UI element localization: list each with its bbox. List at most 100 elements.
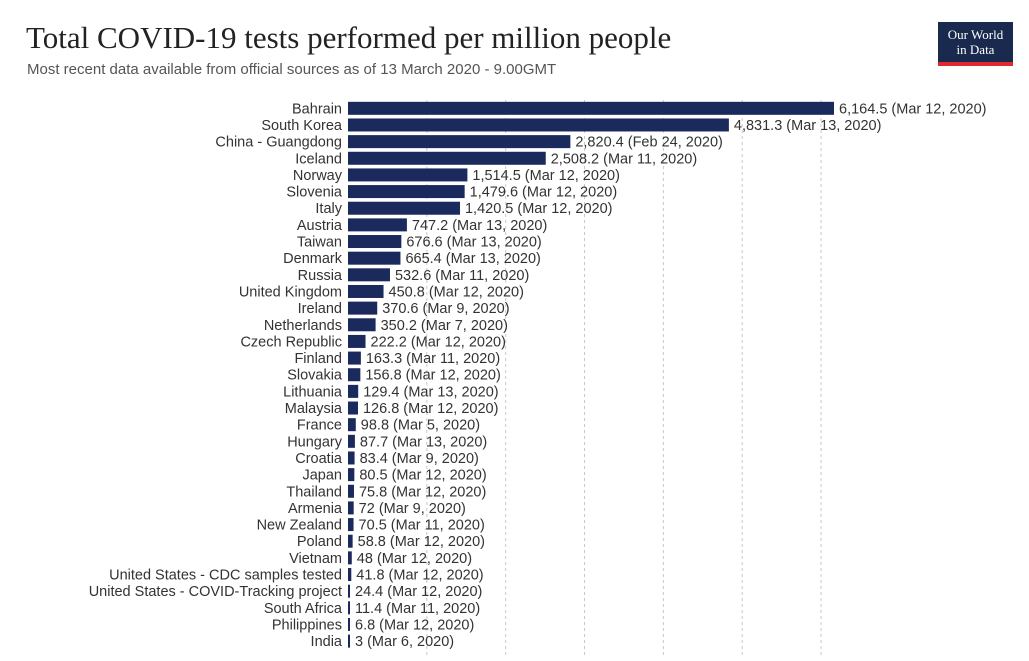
- category-label: South Korea: [261, 118, 343, 134]
- value-label: 350.2 (Mar 7, 2020): [381, 318, 508, 334]
- value-label: 1,514.5 (Mar 12, 2020): [472, 168, 620, 184]
- bar[interactable]: [348, 551, 352, 565]
- bar[interactable]: [348, 201, 460, 215]
- category-label: Poland: [297, 534, 342, 550]
- bar[interactable]: [348, 168, 468, 182]
- bar[interactable]: [348, 135, 571, 149]
- value-label: 98.8 (Mar 5, 2020): [361, 418, 480, 434]
- category-label: Vietnam: [289, 551, 342, 567]
- category-label: Russia: [298, 268, 343, 284]
- chart-subtitle: Most recent data available from official…: [27, 61, 557, 78]
- bar[interactable]: [348, 101, 834, 115]
- category-label: Philippines: [272, 617, 342, 633]
- value-label: 163.3 (Mar 11, 2020): [366, 351, 500, 367]
- category-label: South Africa: [264, 601, 343, 617]
- value-label: 1,420.5 (Mar 12, 2020): [465, 201, 613, 217]
- bar[interactable]: [348, 534, 353, 548]
- value-label: 11.4 (Mar 11, 2020): [355, 601, 480, 617]
- category-label: Finland: [294, 351, 342, 367]
- bar[interactable]: [348, 617, 350, 631]
- value-label: 1,479.6 (Mar 12, 2020): [470, 185, 618, 201]
- category-label: China - Guangdong: [215, 135, 342, 151]
- value-label: 156.8 (Mar 12, 2020): [365, 368, 500, 384]
- category-label: Thailand: [286, 484, 342, 500]
- value-label: 6,164.5 (Mar 12, 2020): [839, 101, 987, 117]
- value-label: 676.6 (Mar 13, 2020): [406, 235, 541, 251]
- category-label: Italy: [315, 201, 342, 217]
- category-label: New Zealand: [257, 518, 342, 534]
- value-label: 75.8 (Mar 12, 2020): [359, 484, 486, 500]
- bar[interactable]: [348, 484, 354, 498]
- bar[interactable]: [348, 584, 350, 598]
- category-label: Lithuania: [283, 384, 343, 400]
- bar[interactable]: [348, 218, 407, 232]
- category-label: Croatia: [295, 451, 343, 467]
- category-label: Netherlands: [264, 318, 342, 334]
- owid-logo[interactable]: Our World in Data: [938, 22, 1013, 66]
- bar[interactable]: [348, 151, 546, 165]
- category-label: Czech Republic: [240, 334, 342, 350]
- bar[interactable]: [348, 334, 366, 348]
- value-label: 2,820.4 (Feb 24, 2020): [575, 135, 723, 151]
- category-label: Ireland: [298, 301, 342, 317]
- category-label: United Kingdom: [239, 284, 342, 300]
- bar[interactable]: [348, 501, 354, 515]
- bar[interactable]: [348, 434, 355, 448]
- category-label: Austria: [297, 218, 343, 234]
- bar[interactable]: [348, 451, 355, 465]
- value-label: 532.6 (Mar 11, 2020): [395, 268, 529, 284]
- category-label: United States - COVID-Tracking project: [89, 584, 342, 600]
- bar[interactable]: [348, 518, 354, 532]
- value-label: 6.8 (Mar 12, 2020): [355, 617, 474, 633]
- value-label: 72 (Mar 9, 2020): [359, 501, 466, 517]
- bar[interactable]: [348, 268, 390, 282]
- value-label: 48 (Mar 12, 2020): [357, 551, 472, 567]
- bar[interactable]: [348, 318, 376, 332]
- bar[interactable]: [348, 185, 465, 199]
- value-label: 80.5 (Mar 12, 2020): [359, 468, 486, 484]
- value-label: 450.8 (Mar 12, 2020): [389, 284, 524, 300]
- bar[interactable]: [348, 601, 350, 615]
- bar[interactable]: [348, 418, 356, 432]
- category-label: United States - CDC samples tested: [109, 568, 342, 584]
- bar[interactable]: [348, 351, 361, 365]
- category-label: Hungary: [287, 434, 343, 450]
- bar[interactable]: [348, 401, 358, 415]
- bar[interactable]: [348, 235, 402, 249]
- category-label: Malaysia: [285, 401, 343, 417]
- category-label: France: [297, 418, 342, 434]
- value-label: 70.5 (Mar 11, 2020): [359, 518, 485, 534]
- value-label: 24.4 (Mar 12, 2020): [355, 584, 482, 600]
- value-label: 665.4 (Mar 13, 2020): [405, 251, 540, 267]
- bar[interactable]: [348, 118, 729, 132]
- value-label: 129.4 (Mar 13, 2020): [363, 384, 498, 400]
- category-label: Bahrain: [292, 101, 342, 117]
- value-label: 4,831.3 (Mar 13, 2020): [734, 118, 882, 134]
- bar[interactable]: [348, 251, 401, 265]
- bar[interactable]: [348, 384, 359, 398]
- category-label: India: [311, 634, 343, 650]
- chart-title: Total COVID-19 tests performed per milli…: [26, 20, 672, 55]
- value-label: 3 (Mar 6, 2020): [355, 634, 454, 650]
- category-label: Norway: [293, 168, 343, 184]
- value-label: 370.6 (Mar 9, 2020): [382, 301, 509, 317]
- value-label: 83.4 (Mar 9, 2020): [360, 451, 479, 467]
- bar[interactable]: [348, 301, 378, 315]
- value-label: 58.8 (Mar 12, 2020): [358, 534, 485, 550]
- category-label: Japan: [302, 468, 342, 484]
- category-label: Taiwan: [297, 235, 342, 251]
- bar[interactable]: [348, 468, 355, 482]
- bar[interactable]: [348, 568, 352, 582]
- logo-line-1: Our World: [947, 27, 1004, 42]
- bar[interactable]: [348, 284, 384, 298]
- value-label: 2,508.2 (Mar 11, 2020): [551, 151, 697, 167]
- category-label: Slovenia: [286, 185, 343, 201]
- value-label: 87.7 (Mar 13, 2020): [360, 434, 487, 450]
- value-label: 126.8 (Mar 12, 2020): [363, 401, 498, 417]
- value-label: 222.2 (Mar 12, 2020): [371, 334, 506, 350]
- category-label: Slovakia: [287, 368, 343, 384]
- logo-line-2: in Data: [956, 42, 995, 57]
- bar[interactable]: [348, 634, 350, 648]
- bar[interactable]: [348, 368, 361, 382]
